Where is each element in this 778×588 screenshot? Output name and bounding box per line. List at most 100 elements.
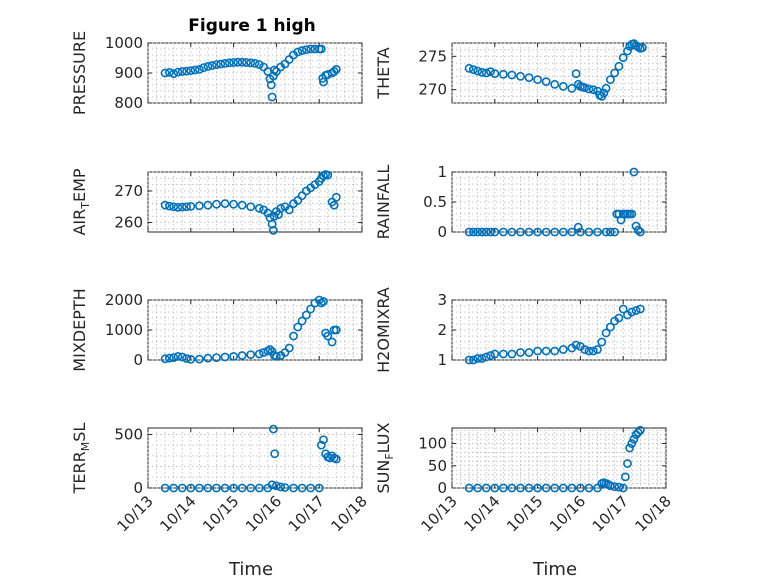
y-axis-label-main: THETA bbox=[374, 47, 393, 99]
data-point bbox=[314, 483, 324, 493]
subplot-0: 800 900 1000 PRESSURE bbox=[70, 31, 363, 115]
data-point bbox=[631, 221, 641, 231]
data-point bbox=[329, 200, 339, 210]
data-point bbox=[297, 46, 307, 55]
data-point bbox=[229, 483, 238, 493]
x-tick-label: 10/16 bbox=[546, 492, 589, 535]
data-point bbox=[490, 69, 500, 79]
data-point bbox=[160, 483, 170, 493]
data-point bbox=[160, 68, 170, 78]
y-tick-label: 2 bbox=[437, 321, 447, 339]
subplot-2: 260 270 AIRTEMP bbox=[70, 168, 363, 236]
data-point bbox=[284, 205, 294, 215]
data-point bbox=[507, 70, 517, 80]
data-point bbox=[629, 434, 639, 444]
data-point bbox=[293, 196, 303, 205]
data-point bbox=[254, 349, 264, 359]
y-tick-label: 3 bbox=[437, 291, 447, 309]
data-point bbox=[631, 306, 641, 315]
data-point bbox=[541, 483, 551, 493]
data-point bbox=[576, 483, 585, 493]
y-axis-label-sub: T bbox=[79, 202, 92, 210]
y-tick-label: 800 bbox=[114, 94, 143, 112]
data-point bbox=[212, 199, 221, 209]
data-point bbox=[280, 483, 290, 492]
data-point bbox=[186, 483, 196, 493]
data-point bbox=[633, 428, 643, 437]
data-point bbox=[203, 62, 213, 71]
series-points bbox=[160, 170, 341, 235]
data-point bbox=[246, 58, 256, 68]
data-point bbox=[182, 202, 191, 212]
data-point bbox=[498, 483, 508, 493]
data-point bbox=[584, 84, 594, 94]
data-point bbox=[558, 227, 568, 237]
data-point bbox=[160, 354, 170, 364]
data-point bbox=[464, 63, 474, 73]
data-point bbox=[580, 83, 590, 93]
data-point bbox=[289, 483, 298, 493]
data-point bbox=[269, 424, 278, 434]
data-point bbox=[635, 304, 645, 314]
data-point bbox=[486, 67, 495, 77]
data-point bbox=[297, 191, 307, 201]
x-tick-label: 10/16 bbox=[242, 492, 285, 535]
data-point bbox=[477, 354, 487, 363]
data-point bbox=[541, 346, 551, 356]
data-point bbox=[627, 307, 637, 317]
y-axis-label-rest: SL bbox=[70, 423, 89, 442]
data-point bbox=[194, 201, 204, 211]
data-point bbox=[558, 483, 568, 493]
y-axis-label: SUNFLUX bbox=[374, 422, 396, 493]
data-point bbox=[541, 77, 551, 87]
y-axis-label-main: AIR bbox=[70, 209, 89, 236]
y-tick-label: 1 bbox=[437, 163, 447, 181]
data-point bbox=[323, 331, 333, 341]
x-tick-label: 10/17 bbox=[589, 492, 632, 535]
data-point bbox=[516, 483, 525, 493]
data-point bbox=[237, 57, 247, 67]
y-axis-label-main: PRESSURE bbox=[70, 31, 89, 115]
data-point bbox=[194, 483, 204, 493]
data-point bbox=[550, 227, 560, 237]
subplot-4: 0 1000 2000 MIXDEPTH bbox=[70, 288, 363, 372]
data-point bbox=[237, 483, 247, 493]
y-axis-label-rest: LUX bbox=[374, 422, 393, 453]
data-point bbox=[254, 483, 264, 493]
data-point bbox=[593, 345, 602, 354]
data-point bbox=[524, 348, 534, 357]
y-tick-label: 0 bbox=[437, 479, 447, 497]
plot-area bbox=[451, 171, 667, 233]
data-point bbox=[627, 439, 637, 448]
data-point bbox=[331, 325, 341, 335]
series-points bbox=[160, 424, 341, 493]
y-tick-label: 50 bbox=[428, 457, 447, 475]
data-point bbox=[588, 85, 598, 95]
data-point bbox=[269, 211, 279, 221]
data-point bbox=[584, 227, 594, 237]
data-point bbox=[331, 454, 341, 464]
y-axis-label-main: RAINFALL bbox=[374, 165, 393, 240]
data-point bbox=[584, 483, 594, 493]
y-axis-label-sub: F bbox=[383, 453, 396, 459]
data-point bbox=[284, 343, 294, 353]
data-point bbox=[571, 340, 581, 350]
data-point bbox=[331, 192, 341, 202]
data-point bbox=[614, 482, 624, 492]
y-tick-label: 0 bbox=[133, 479, 143, 497]
data-point bbox=[524, 483, 534, 493]
data-point bbox=[533, 346, 542, 356]
data-point bbox=[468, 227, 478, 237]
data-point bbox=[297, 483, 307, 493]
series-points bbox=[160, 44, 341, 102]
data-point bbox=[498, 69, 508, 79]
data-point bbox=[316, 440, 326, 450]
data-point bbox=[224, 58, 234, 68]
data-point bbox=[507, 483, 517, 493]
subplot-6: 0 500 10/13 10/14 10/15 10/16 10/17 10/18 TERRMS… bbox=[70, 423, 371, 580]
data-point bbox=[212, 483, 221, 493]
data-point bbox=[601, 227, 611, 237]
data-point bbox=[289, 331, 298, 341]
data-point bbox=[618, 304, 628, 314]
